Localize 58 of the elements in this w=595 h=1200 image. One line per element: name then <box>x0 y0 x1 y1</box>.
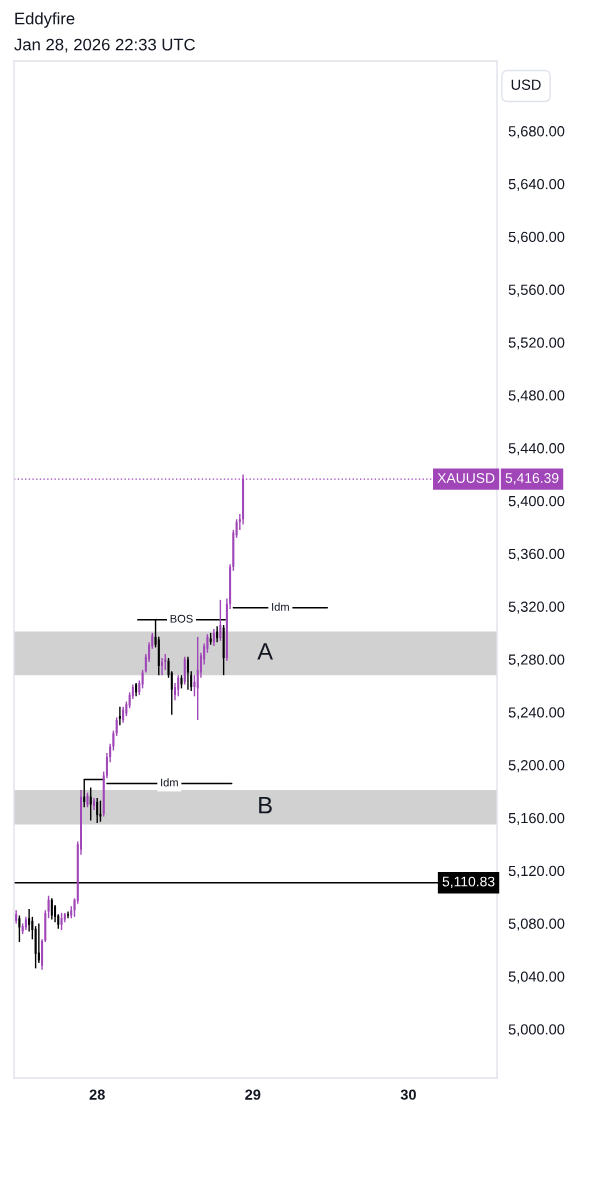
candlestick <box>141 669 144 690</box>
candlestick <box>89 786 92 822</box>
y-tick-label: 5,320.00 <box>508 601 565 614</box>
y-tick-label: 5,400.00 <box>508 495 565 508</box>
series-label: Idm <box>272 602 289 611</box>
candlestick <box>219 599 222 642</box>
y-tick-label: 5,640.00 <box>508 178 565 191</box>
y-tick-label: 5,560.00 <box>508 284 565 297</box>
x-tick-label: 29 <box>245 1089 261 1100</box>
candlestick <box>174 682 176 701</box>
candlestick <box>18 914 21 943</box>
candlestick <box>115 716 118 737</box>
candlestick <box>222 624 225 676</box>
candlestick <box>235 518 238 539</box>
y-tick-label: 5,080.00 <box>508 918 565 931</box>
x-tick-label: 28 <box>89 1089 105 1100</box>
y-tick-label: 5,680.00 <box>508 126 565 139</box>
y-tick-label: 5,360.00 <box>508 548 565 561</box>
y-tick-label: 5,120.00 <box>508 865 565 878</box>
text: XAUUSD <box>437 473 495 483</box>
y-tick-label: 5,520.00 <box>508 337 565 350</box>
y-tick-label: 5,600.00 <box>508 231 565 244</box>
band-label: B <box>259 797 272 814</box>
y-tick-label: 5,160.00 <box>508 812 565 825</box>
y-axis-title: USD <box>511 79 541 90</box>
ref-line-label: 5,110.83 <box>442 876 495 889</box>
candlestick <box>193 674 196 697</box>
y-tick-label: 5,000.00 <box>508 1024 565 1037</box>
series-label: Idm <box>161 778 178 787</box>
candlestick <box>177 674 180 697</box>
candlestick <box>86 792 89 808</box>
candlestick <box>209 632 212 646</box>
candlestick <box>60 912 63 931</box>
band-label: A <box>257 643 273 660</box>
x-tick-label: 30 <box>400 1089 416 1100</box>
candlestick <box>183 655 186 686</box>
series-label: BOS <box>170 614 193 623</box>
candlestick <box>50 897 53 921</box>
y-tick-label: 5,280.00 <box>508 654 565 667</box>
candlestick <box>216 625 219 643</box>
candlestick <box>34 925 37 970</box>
candlestick <box>196 636 199 721</box>
chart-subtitle: Jan 28, 2026 22:33 UTC <box>14 38 195 53</box>
y-tick-label: 5,440.00 <box>508 443 565 456</box>
chart-title: Eddyfire <box>15 12 75 28</box>
y-tick-label: 5,200.00 <box>508 760 565 773</box>
candlestick <box>96 797 99 824</box>
y-tick-label: 5,240.00 <box>508 707 565 720</box>
ref-line-label: 5,416.39 <box>505 473 559 485</box>
candlestick <box>180 674 183 690</box>
candlestick <box>161 657 164 676</box>
y-tick-label: 5,040.00 <box>508 971 565 984</box>
y-tick-label: 5,480.00 <box>508 390 565 403</box>
candlestick <box>47 895 50 919</box>
candlestick <box>138 679 141 696</box>
candlestick <box>28 908 31 933</box>
candlestick <box>118 706 121 727</box>
candlestick <box>186 655 189 691</box>
